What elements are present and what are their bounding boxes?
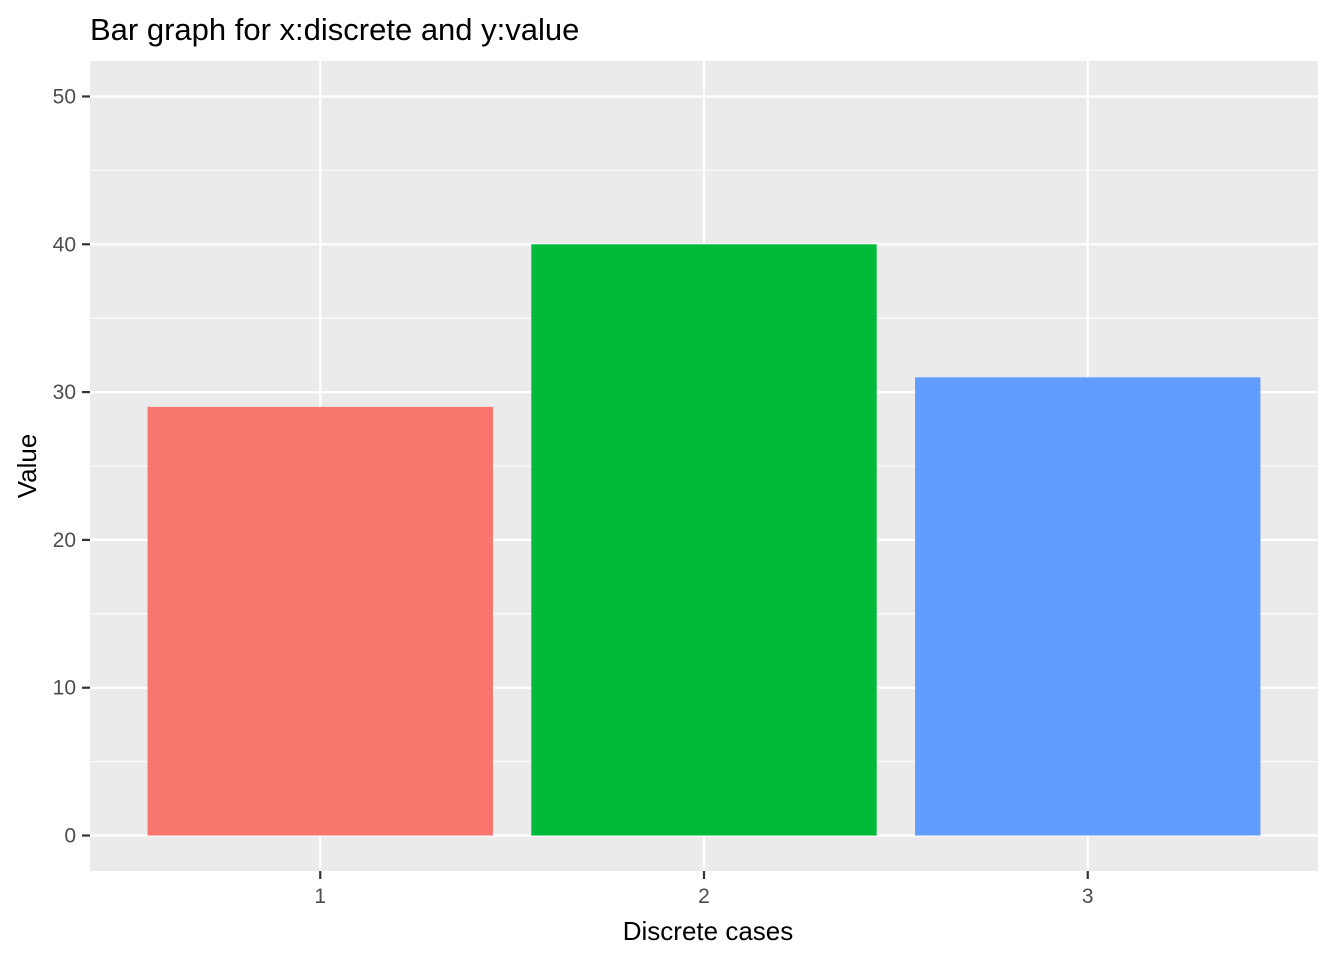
chart-title: Bar graph for x:discrete and y:value [90,12,579,47]
y-tick-label: 0 [64,825,76,848]
bar-1 [147,406,493,836]
x-axis-ticks: 1 2 3 [314,871,1094,908]
bar-2 [531,244,877,836]
x-axis-title: Discrete cases [623,916,794,946]
bars [147,244,1261,836]
y-tick-label: 20 [53,529,76,552]
bar-3 [915,377,1261,836]
x-tick-label: 3 [1082,885,1094,908]
y-tick-label: 40 [53,233,76,256]
x-tick-label: 1 [314,885,326,908]
y-axis-title: Value [12,434,42,499]
y-axis-ticks: 0 10 20 30 40 50 [53,85,90,848]
x-tick-label: 2 [698,885,710,908]
y-tick-label: 50 [53,85,76,108]
y-tick-label: 10 [53,677,76,700]
y-tick-label: 30 [53,381,76,404]
